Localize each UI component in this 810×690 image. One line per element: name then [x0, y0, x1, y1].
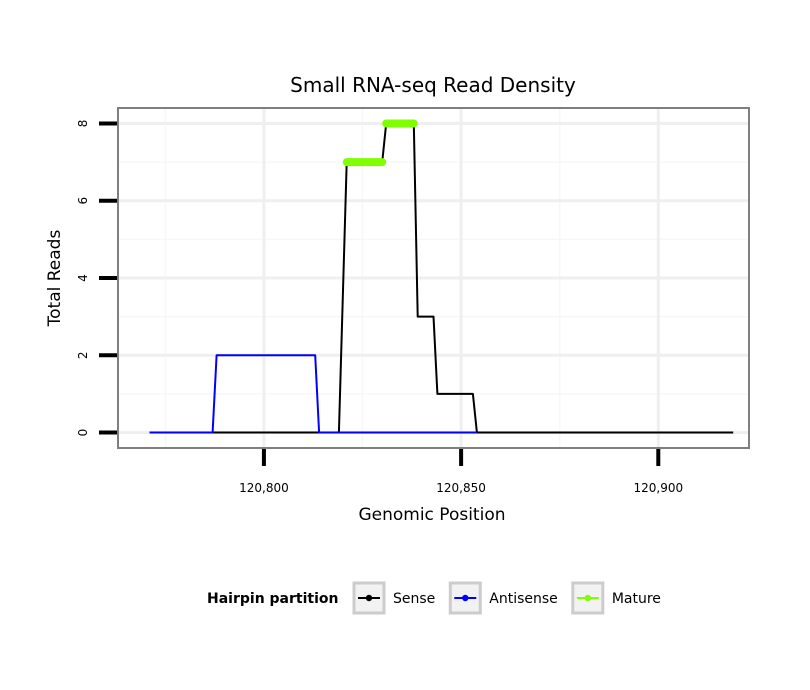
- legend-entry-sense: Sense: [352, 581, 435, 615]
- series-line-antisense: [149, 354, 477, 434]
- x-tick-label: 120,850: [436, 481, 486, 495]
- legend-entries: Sense Antisense Mature: [352, 581, 661, 615]
- legend-entry-mature: Mature: [571, 581, 661, 615]
- x-tick-label: 120,800: [239, 481, 289, 495]
- legend: Hairpin partition Sense Antisense Mature: [207, 581, 661, 615]
- legend-label: Sense: [393, 591, 435, 607]
- y-tick-label: 6: [76, 197, 90, 205]
- series-line-sense: [149, 122, 734, 434]
- legend-key-dot: [584, 594, 592, 602]
- x-tick-label: 120,900: [633, 481, 683, 495]
- x-axis: 120,800 120,850 120,900: [239, 449, 683, 495]
- legend-label: Antisense: [489, 591, 558, 607]
- x-axis-label: Genomic Position: [358, 505, 505, 525]
- legend-label: Mature: [612, 591, 661, 607]
- y-tick-label: 2: [76, 351, 90, 359]
- series-lines: [149, 119, 734, 434]
- y-axis-label: Total Reads: [45, 230, 65, 328]
- plot-panel-border: [117, 107, 750, 449]
- legend-key-dot: [462, 594, 469, 602]
- legend-title: Hairpin partition: [207, 591, 338, 607]
- y-tick-label: 4: [76, 274, 90, 282]
- y-tick-label: 8: [76, 120, 90, 128]
- chart-title: Small RNA-seq Read Density: [290, 73, 576, 97]
- legend-key-dot: [365, 594, 373, 602]
- y-tick-label: 0: [76, 429, 90, 437]
- y-axis: 0 2 4 6 8: [76, 120, 117, 437]
- legend-entry-antisense: Antisense: [448, 581, 558, 615]
